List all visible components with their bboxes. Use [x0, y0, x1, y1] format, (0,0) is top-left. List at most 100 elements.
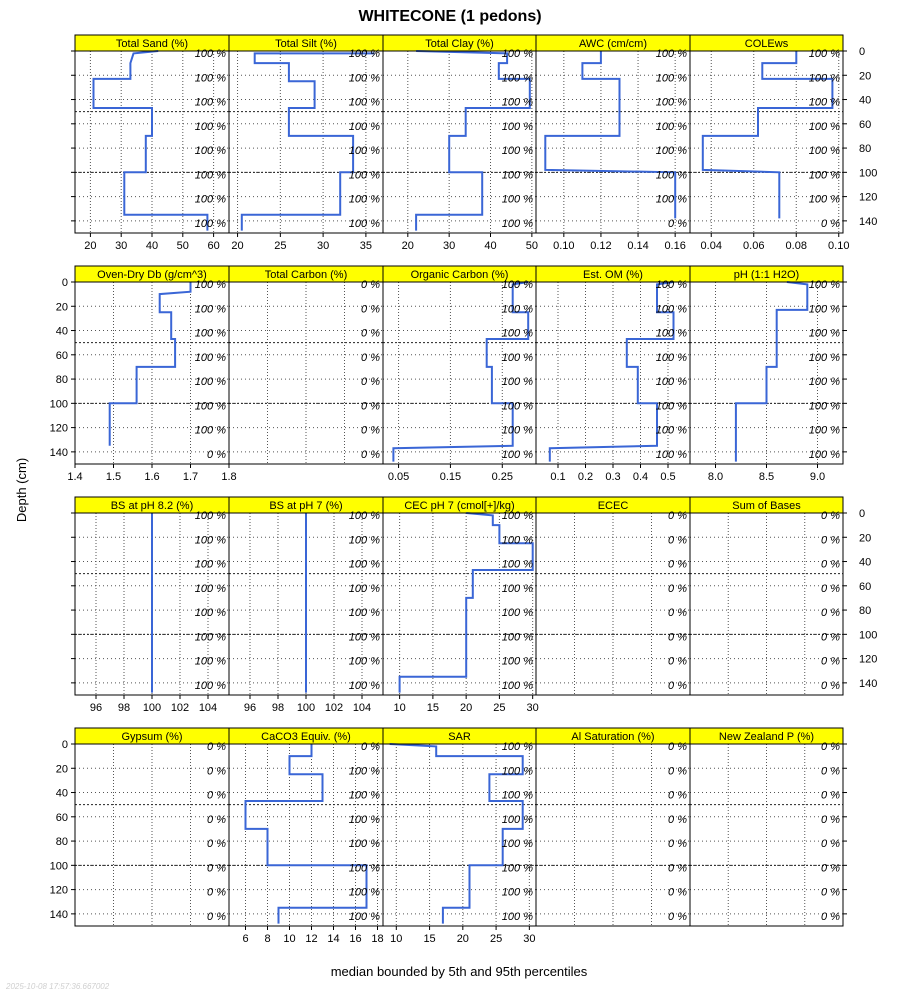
- data-coverage-label: 100 %: [809, 48, 840, 60]
- y-tick-label: 40: [56, 788, 68, 800]
- data-coverage-label: 100 %: [195, 279, 226, 291]
- data-coverage-label: 100 %: [195, 169, 226, 181]
- data-coverage-label: 100 %: [656, 279, 687, 291]
- data-coverage-label: 0 %: [207, 838, 226, 850]
- data-coverage-label: 100 %: [349, 145, 380, 157]
- x-tick-label: 20: [457, 933, 469, 945]
- panel-strip-label: CaCO3 Equiv. (%): [261, 731, 351, 743]
- panel-strip-label: AWC (cm/cm): [579, 38, 647, 50]
- median-profile-line: [398, 512, 534, 693]
- median-profile-line: [392, 281, 530, 462]
- data-coverage-label: 0 %: [821, 218, 840, 230]
- data-coverage-label: 100 %: [349, 631, 380, 643]
- panel-strip-label: COLEws: [745, 38, 789, 50]
- panel: Sum of Bases 0 % 0 % 0 % 0 % 0 % 0 % 0 % 0 %: [689, 496, 844, 696]
- x-tick-label: 96: [244, 702, 256, 714]
- data-coverage-label: 0 %: [361, 400, 380, 412]
- data-coverage-label: 100 %: [349, 765, 380, 777]
- y-tick-label: 120: [859, 192, 877, 204]
- x-tick-label: 8.5: [759, 471, 774, 483]
- data-coverage-label: 100 %: [195, 218, 226, 230]
- data-coverage-label: 100 %: [502, 559, 533, 571]
- data-coverage-label: 100 %: [195, 559, 226, 571]
- y-axis-left: 0 20 40 60 80 100 120 140 0 20 40 60 80 100 120 140: [50, 50, 75, 921]
- data-coverage-label: 0 %: [668, 656, 687, 668]
- data-coverage-label: 100 %: [195, 425, 226, 437]
- data-coverage-label: 100 %: [809, 169, 840, 181]
- y-tick-label: 60: [56, 350, 68, 362]
- x-tick-label: 0.25: [492, 471, 513, 483]
- x-tick-label: 20: [84, 240, 96, 252]
- panel-strip-label: Oven-Dry Db (g/cm^3): [97, 269, 207, 281]
- data-coverage-label: 0 %: [668, 583, 687, 595]
- data-coverage-label: 100 %: [502, 887, 533, 899]
- y-tick-label: 20: [859, 70, 871, 82]
- data-coverage-label: 100 %: [809, 352, 840, 364]
- data-coverage-label: 100 %: [195, 376, 226, 388]
- panel-grid: Total Sand (%) 100 % 100 % 100 % 100 % 100 % 1…: [67, 34, 849, 945]
- data-coverage-label: 100 %: [809, 425, 840, 437]
- x-tick-label: 50: [177, 240, 189, 252]
- data-coverage-label: 100 %: [502, 814, 533, 826]
- data-coverage-label: 100 %: [809, 97, 840, 109]
- x-tick-label: 60: [207, 240, 219, 252]
- data-coverage-label: 0 %: [821, 631, 840, 643]
- panel: Gypsum (%) 0 % 0 % 0 % 0 % 0 % 0 % 0 % 0 %: [74, 727, 230, 927]
- x-tick-label: 18: [371, 933, 383, 945]
- data-coverage-label: 100 %: [195, 48, 226, 60]
- y-tick-label: 140: [50, 909, 68, 921]
- data-coverage-label: 100 %: [195, 121, 226, 133]
- data-coverage-label: 100 %: [195, 145, 226, 157]
- x-tick-label: 25: [490, 933, 502, 945]
- data-coverage-label: 0 %: [207, 741, 226, 753]
- data-coverage-label: 100 %: [656, 48, 687, 60]
- data-coverage-label: 0 %: [668, 838, 687, 850]
- data-coverage-label: 0 %: [668, 218, 687, 230]
- data-coverage-label: 100 %: [349, 194, 380, 206]
- data-coverage-label: 100 %: [502, 790, 533, 802]
- data-coverage-label: 100 %: [809, 303, 840, 315]
- x-tick-label: 0.16: [664, 240, 685, 252]
- data-coverage-label: 0 %: [668, 534, 687, 546]
- y-tick-label: 100: [859, 629, 877, 641]
- data-coverage-label: 100 %: [195, 656, 226, 668]
- data-coverage-label: 100 %: [656, 169, 687, 181]
- panel-strip-label: Total Sand (%): [116, 38, 188, 50]
- x-tick-label: 0.04: [701, 240, 722, 252]
- data-coverage-label: 100 %: [656, 121, 687, 133]
- x-tick-label: 30: [443, 240, 455, 252]
- data-coverage-label: 100 %: [656, 145, 687, 157]
- data-coverage-label: 100 %: [502, 510, 533, 522]
- data-coverage-label: 0 %: [361, 376, 380, 388]
- data-coverage-label: 100 %: [349, 559, 380, 571]
- x-tick-label: 8.0: [708, 471, 723, 483]
- data-coverage-label: 0 %: [821, 765, 840, 777]
- x-tick-label: 14: [327, 933, 339, 945]
- data-coverage-label: 0 %: [207, 887, 226, 899]
- panel-strip-label: CEC pH 7 (cmol[+]/kg): [404, 500, 514, 512]
- data-coverage-label: 0 %: [361, 741, 380, 753]
- x-tick-label: 0.08: [786, 240, 807, 252]
- data-coverage-label: 100 %: [809, 279, 840, 291]
- data-coverage-label: 0 %: [668, 911, 687, 923]
- data-coverage-label: 0 %: [821, 814, 840, 826]
- panel-strip-label: pH (1:1 H2O): [734, 269, 799, 281]
- data-coverage-label: 100 %: [195, 72, 226, 84]
- data-coverage-label: 100 %: [656, 376, 687, 388]
- x-tick-label: 98: [272, 702, 284, 714]
- panel: Total Carbon (%) 0 % 0 % 0 % 0 % 0 % 0 % 0 % 0 %: [228, 265, 384, 465]
- panel-strip-label: BS at pH 7 (%): [269, 500, 342, 512]
- x-tick-label: 1.7: [183, 471, 198, 483]
- x-tick-label: 98: [118, 702, 130, 714]
- data-coverage-label: 100 %: [809, 328, 840, 340]
- panel: Total Sand (%) 100 % 100 % 100 % 100 % 100 % 1…: [74, 34, 230, 252]
- median-profile-line: [240, 52, 375, 231]
- x-tick-label: 16: [349, 933, 361, 945]
- data-coverage-label: 100 %: [502, 425, 533, 437]
- x-tick-label: 25: [493, 702, 505, 714]
- x-tick-label: 0.05: [388, 471, 409, 483]
- x-tick-label: 0.15: [440, 471, 461, 483]
- data-coverage-label: 0 %: [821, 741, 840, 753]
- panel: pH (1:1 H2O) 100 % 100 % 100 % 100 % 100 % 100…: [689, 265, 844, 483]
- panel: BS at pH 8.2 (%)100 %100 %100 %100 %100 …: [74, 496, 230, 714]
